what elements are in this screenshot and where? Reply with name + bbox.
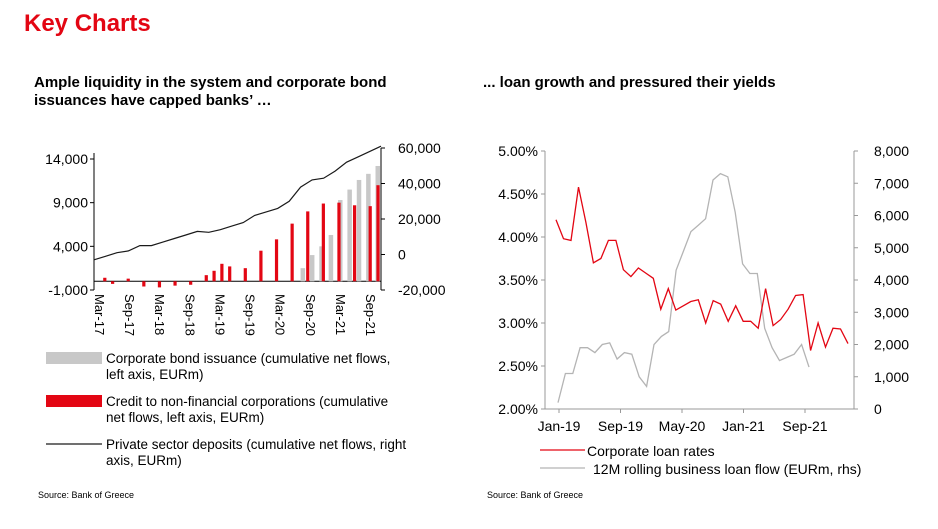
- right-tick-label: -20,000: [398, 282, 446, 298]
- right-tick-label: 20,000: [398, 211, 441, 227]
- chart1-title: Ample liquidity in the system and corpor…: [34, 74, 387, 109]
- deposits-line: [93, 145, 382, 261]
- bond-bar: [319, 246, 324, 282]
- credit-bar: [368, 206, 372, 282]
- x-tick-label: Sep-20: [303, 294, 318, 336]
- legend-label-line: Corporate bond issuance (cumulative net …: [106, 351, 390, 366]
- credit-bar: [337, 202, 341, 282]
- x-tick-label: Sep-21: [363, 294, 378, 336]
- credit-bar: [157, 281, 162, 288]
- chart2-plot: 5.00% 4.50% 4.00% 3.50% 3.00% 2.50% 2.00% 8,000…: [498, 143, 909, 477]
- left-tick-label: 2.50%: [498, 358, 538, 374]
- left-tick-label: 9,000: [53, 195, 88, 211]
- right-tick-label: 1,000: [874, 369, 909, 385]
- credit-bar: [111, 281, 115, 284]
- credit-bar: [274, 239, 279, 282]
- x-tick-label: Mar-17: [92, 294, 107, 335]
- right-tick-label: 60,000: [398, 140, 441, 156]
- legend-label-line: Credit to non-financial corporations (cu…: [106, 394, 388, 409]
- left-tick-label: 14,000: [45, 151, 88, 167]
- legend-label: Private sector deposits (cumulative net …: [106, 437, 406, 468]
- right-tick-label: 3,000: [874, 304, 909, 320]
- right-tick-label: 0: [874, 401, 882, 417]
- right-tick-label: 8,000: [874, 143, 909, 159]
- credit-bar: [142, 281, 146, 287]
- credit-bar: [259, 250, 263, 282]
- left-tick-label: 3.50%: [498, 272, 538, 288]
- x-tick-label: Sep-19: [598, 418, 643, 434]
- bond-bar: [309, 255, 315, 282]
- credit-bar: [173, 281, 177, 286]
- business-loan-flow-line: [557, 172, 810, 403]
- x-tick-label: Mar-20: [273, 294, 288, 335]
- x-tick-label: Jan-19: [538, 418, 581, 434]
- legend-swatch: [46, 395, 102, 407]
- credit-bar: [243, 268, 247, 282]
- legend-label-line: net flows, left axis, EURm): [106, 410, 264, 425]
- chart2-source: Source: Bank of Greece: [487, 490, 584, 500]
- left-tick-label: -1,000: [48, 282, 88, 298]
- x-tick-label: Mar-21: [333, 294, 348, 335]
- legend-swatch: [46, 352, 102, 364]
- right-tick-label: 2,000: [874, 337, 909, 353]
- legend-label: Corporate loan rates: [587, 443, 715, 459]
- credit-bar: [352, 205, 357, 282]
- credit-bar: [228, 266, 232, 282]
- x-tick-label: Sep-19: [243, 294, 258, 336]
- legend-label: 12M rolling business loan flow (EURm, rh…: [593, 461, 861, 477]
- x-tick-label: Mar-19: [212, 294, 227, 335]
- bond-bar: [366, 173, 371, 282]
- right-tick-label: 7,000: [874, 175, 909, 191]
- x-tick-label: Sep-18: [182, 294, 197, 336]
- left-tick-label: 2.00%: [498, 401, 538, 417]
- credit-bar: [212, 270, 216, 282]
- credit-bar: [306, 211, 310, 282]
- left-tick-label: 4,000: [53, 238, 88, 254]
- bond-bar: [347, 189, 352, 282]
- legend-label-line: left axis, EURm): [106, 367, 204, 382]
- x-tick-label: Sep-21: [782, 418, 827, 434]
- credit-bar: [126, 278, 130, 282]
- legend-label-line: Private sector deposits (cumulative net …: [106, 437, 406, 452]
- left-tick-label: 4.50%: [498, 186, 538, 202]
- left-tick-label: 5.00%: [498, 143, 538, 159]
- right-tick-label: 4,000: [874, 272, 909, 288]
- left-tick-label: 3.00%: [498, 315, 538, 331]
- x-tick-label: Sep-17: [122, 294, 137, 336]
- chart1-source: Source: Bank of Greece: [38, 490, 135, 500]
- page-title: Key Charts: [24, 10, 151, 37]
- legend-label-line: axis, EURm): [106, 453, 182, 468]
- bond-bar: [356, 179, 362, 282]
- bond-bar: [328, 234, 334, 282]
- credit-bar: [204, 275, 208, 282]
- legend-label: Credit to non-financial corporations (cu…: [106, 394, 388, 425]
- credit-bar: [376, 185, 380, 282]
- legend-label: Corporate bond issuance (cumulative net …: [106, 351, 390, 382]
- x-tick-label: Jan-21: [722, 418, 765, 434]
- left-tick-label: 4.00%: [498, 229, 538, 245]
- credit-bar: [220, 263, 224, 282]
- right-tick-label: 0: [398, 247, 406, 263]
- credit-bar: [290, 223, 294, 282]
- right-tick-label: 5,000: [874, 240, 909, 256]
- right-tick-label: 40,000: [398, 176, 441, 192]
- x-tick-label: May-20: [659, 418, 706, 434]
- credit-bar: [103, 277, 107, 282]
- bond-bar: [300, 268, 306, 282]
- credit-bar: [189, 281, 193, 285]
- right-tick-label: 6,000: [874, 208, 909, 224]
- chart2-title: ... loan growth and pressured their yiel…: [483, 74, 776, 91]
- corporate-loan-rates-line: [555, 186, 849, 351]
- x-tick-label: Mar-18: [152, 294, 167, 335]
- credit-bar: [321, 203, 325, 282]
- chart1-plot: 14,000 9,000 4,000 -1,000 60,000 40,000 20,000…: [45, 140, 446, 468]
